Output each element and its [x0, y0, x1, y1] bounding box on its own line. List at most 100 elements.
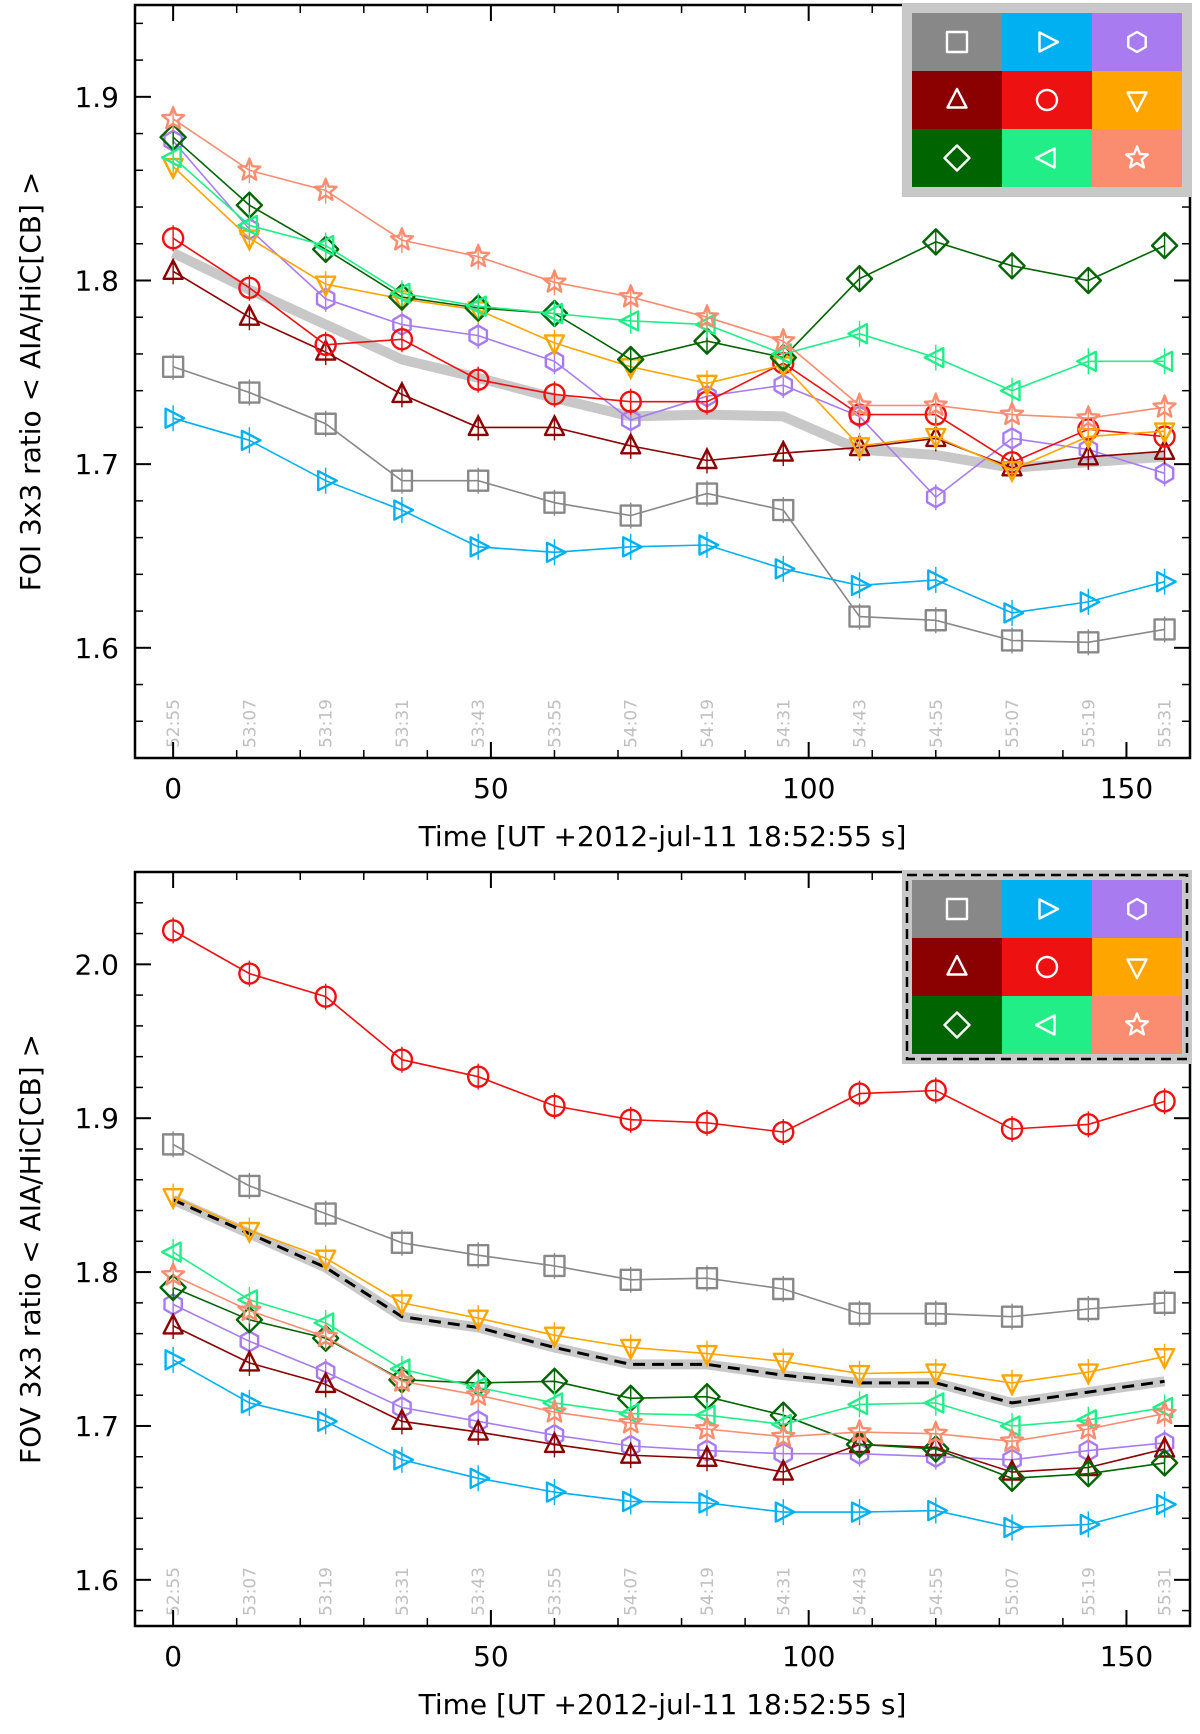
data-point	[542, 269, 567, 296]
time-label: 54:19	[698, 699, 718, 748]
data-point	[238, 1349, 261, 1376]
legend-cell-triangle-left	[1002, 129, 1092, 187]
legend-marker-triangle-down	[1126, 91, 1148, 113]
data-point	[238, 274, 261, 301]
legend-marker-star	[1124, 145, 1150, 169]
data-point	[1001, 1369, 1023, 1396]
time-label: 55:31	[1156, 1567, 1176, 1616]
data-point	[162, 1312, 184, 1339]
data-point	[618, 307, 640, 334]
legend-marker-hexagon	[1127, 897, 1147, 921]
legend-cell-square	[912, 880, 1002, 938]
data-point	[1074, 266, 1103, 295]
legend-marker-triangle-down	[1126, 958, 1148, 980]
time-label: 53:55	[545, 1567, 565, 1616]
series-square	[161, 353, 1176, 656]
data-point	[391, 381, 413, 408]
data-point	[698, 531, 720, 558]
series-line	[172, 1286, 1165, 1480]
data-point	[1000, 627, 1024, 654]
time-label: 52:55	[164, 699, 184, 748]
x-tick-label: 150	[1100, 772, 1153, 805]
data-point	[771, 1423, 796, 1450]
data-point	[467, 414, 489, 441]
data-point	[317, 1408, 338, 1435]
y-tick-label: 1.6	[74, 632, 119, 665]
data-point	[390, 467, 414, 494]
y-tick-label: 1.9	[74, 1102, 119, 1135]
legend-marker-hexagon	[1127, 30, 1147, 54]
data-point	[1150, 1449, 1179, 1477]
data-point	[391, 1408, 413, 1435]
data-point	[393, 1446, 415, 1473]
data-point	[469, 1465, 491, 1492]
data-point	[922, 228, 950, 256]
y-tick-label: 1.9	[74, 81, 119, 114]
data-point	[240, 1389, 262, 1416]
legend-dashed-border	[905, 873, 1189, 1061]
reference-dashed-line	[172, 1198, 1165, 1405]
reference-band	[171, 1195, 1166, 1408]
time-label: 53:55	[545, 699, 565, 748]
data-point	[543, 329, 566, 356]
data-point	[1153, 418, 1176, 445]
data-point	[1152, 348, 1174, 375]
data-point	[772, 1459, 794, 1486]
series-line	[172, 136, 1165, 361]
data-point	[924, 1077, 947, 1104]
data-point	[847, 320, 869, 347]
data-point	[927, 1497, 948, 1524]
series-triangle-down	[162, 1183, 1176, 1396]
data-point	[1153, 616, 1176, 643]
series-line	[172, 140, 1165, 499]
time-labels: 52:55 53:07 53:19 53:31 53:43 53:55 54:07 54:19…	[164, 1567, 1175, 1616]
data-point	[161, 353, 185, 380]
data-point	[695, 1265, 719, 1292]
data-point	[772, 1348, 794, 1375]
x-tick-label: 50	[473, 1640, 509, 1673]
series-line	[172, 270, 1165, 469]
data-point	[466, 1382, 491, 1409]
data-point	[848, 432, 871, 459]
time-label: 54:43	[851, 1567, 871, 1616]
legend-cell-circle	[1002, 71, 1092, 129]
time-label: 55:07	[1003, 1567, 1023, 1616]
data-point	[848, 603, 871, 630]
time-label: 53:19	[317, 699, 337, 748]
legend-cell-triangle-right	[1002, 880, 1092, 938]
data-point	[998, 252, 1026, 280]
data-point	[545, 1479, 567, 1506]
legend-marker-triangle-left	[1034, 1014, 1056, 1036]
data-point	[160, 105, 186, 132]
data-point	[774, 1499, 796, 1526]
data-point	[618, 1409, 643, 1436]
reference-band	[170, 248, 1165, 473]
series-line	[172, 1303, 1165, 1461]
series-line	[172, 1325, 1165, 1473]
y-tick-label: 2.0	[74, 948, 119, 981]
legend-cell-circle	[1002, 938, 1092, 996]
time-label: 53:19	[317, 1567, 337, 1616]
data-point	[1155, 1491, 1177, 1518]
data-point	[620, 1334, 642, 1361]
y-tick-label: 1.7	[74, 448, 119, 481]
data-point	[696, 370, 718, 397]
data-point	[848, 1360, 871, 1387]
data-point	[389, 227, 415, 254]
series-line	[172, 166, 1165, 471]
y-axis-title: FOI 3x3 ratio < AIA/HiC[CB] >	[14, 172, 47, 592]
time-label: 55:31	[1156, 699, 1176, 748]
data-point	[848, 1300, 871, 1327]
series-line	[172, 1274, 1165, 1443]
data-point	[622, 1488, 643, 1515]
data-point	[619, 1106, 642, 1133]
data-point	[1154, 460, 1175, 487]
plot-frame	[133, 3, 1192, 760]
data-point	[1000, 1303, 1024, 1330]
data-point	[314, 331, 337, 358]
data-point	[466, 467, 490, 494]
time-labels: 52:55 53:07 53:19 53:31 53:43 53:55 54:07 54:19…	[164, 699, 1175, 748]
x-tick-label: 50	[473, 772, 509, 805]
data-point	[1155, 568, 1177, 595]
x-axis-title: Time [UT +2012-jul-11 18:52:55 s]	[418, 1688, 907, 1721]
